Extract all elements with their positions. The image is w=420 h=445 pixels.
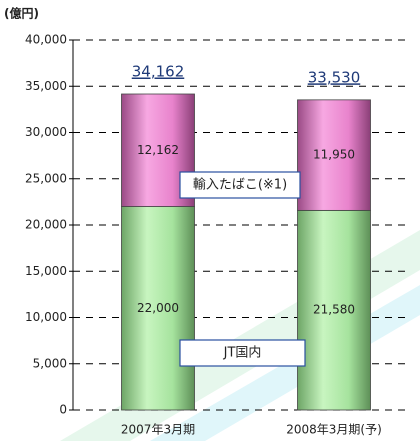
y-tick-label: 10,000: [25, 310, 67, 324]
total-label: 34,162: [132, 63, 185, 81]
y-tick-label: 5,000: [33, 356, 67, 370]
legend-label: 輸入たばこ(※1): [193, 178, 287, 193]
legend-label: JT国内: [223, 345, 262, 361]
y-tick-label: 15,000: [25, 264, 67, 278]
value-label: 21,580: [313, 303, 355, 317]
value-label: 22,000: [137, 301, 179, 315]
y-tick-label: 35,000: [25, 79, 67, 93]
value-label: 12,162: [137, 143, 179, 157]
y-tick-label: 30,000: [25, 125, 67, 139]
y-tick-label: 40,000: [25, 33, 67, 47]
x-tick-label: 2008年3月期(予): [286, 423, 382, 437]
bar-segment: [121, 93, 195, 207]
x-tick-label: 2007年3月期: [121, 423, 195, 437]
legend-box: [179, 339, 306, 367]
bar-segment: [297, 209, 371, 411]
y-tick-label: 0: [59, 403, 67, 417]
value-label: 11,950: [313, 148, 355, 162]
bar-segment: [121, 206, 195, 411]
bar-segment: [297, 99, 371, 211]
total-label: 33,530: [308, 68, 361, 86]
legend-box: [179, 171, 301, 199]
y-tick-label: 25,000: [25, 171, 67, 185]
unit-label: (億円): [4, 6, 39, 21]
y-tick-label: 20,000: [25, 218, 67, 232]
